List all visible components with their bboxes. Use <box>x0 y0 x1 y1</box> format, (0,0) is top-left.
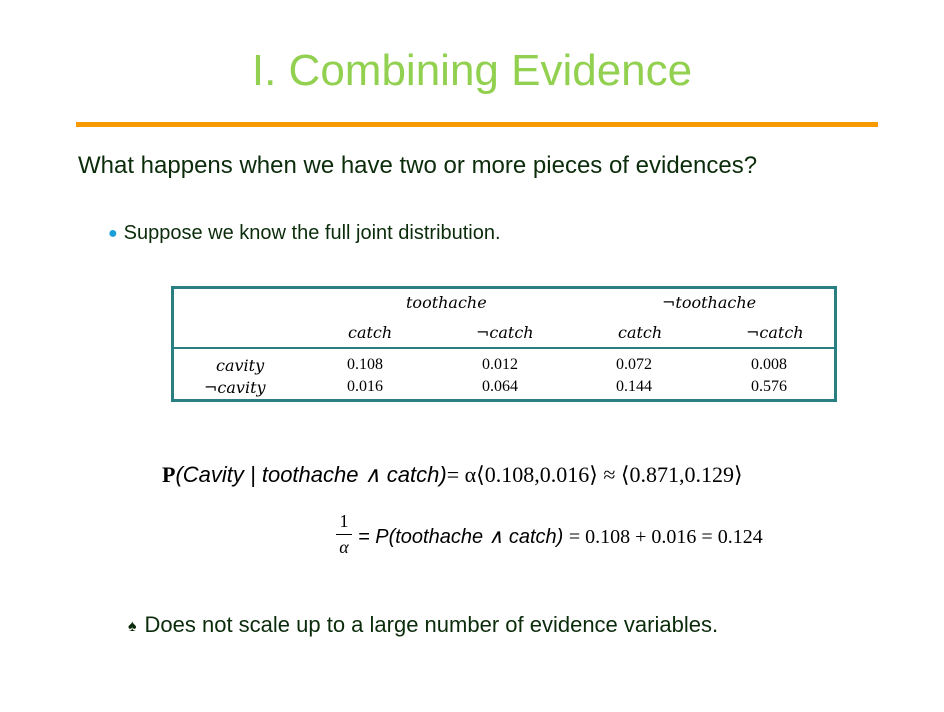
col-header-catch: catch <box>618 323 663 342</box>
table-cell: 0.016 <box>347 378 383 395</box>
col-header-catch: catch <box>348 323 393 342</box>
table-cell: 0.072 <box>616 356 652 373</box>
fraction-numerator: 1 <box>339 511 349 531</box>
equation2-lhs: = P(toothache ∧ catch) <box>358 526 564 548</box>
bullet-text: Suppose we know the full joint distribut… <box>123 222 501 244</box>
slide-title: I. Combining Evidence <box>251 46 693 95</box>
group-header-not-toothache: ¬toothache <box>662 293 757 312</box>
spade-icon: ♠ <box>128 618 137 635</box>
fraction-denominator: α <box>339 537 349 557</box>
equation-normalizer: = P(toothache ∧ catch) = 0.108 + 0.016 =… <box>358 524 763 549</box>
fraction-bar <box>336 534 352 535</box>
table-header-separator <box>174 347 834 349</box>
note-text: Does not scale up to a large number of e… <box>144 612 719 637</box>
table-cell: 0.008 <box>751 356 787 373</box>
col-header-not-catch: ¬catch <box>476 323 534 342</box>
joint-distribution-table: toothache ¬toothache catch ¬catch catch … <box>171 286 837 402</box>
table-cell: 0.144 <box>616 378 652 395</box>
equation2-rhs: = 0.108 + 0.016 = 0.124 <box>568 526 763 548</box>
equation-bold-p: P <box>162 462 176 487</box>
note-item: ♠ Does not scale up to a large number of … <box>128 612 718 638</box>
table-cell: 0.064 <box>482 378 518 395</box>
equation-posterior: P(Cavity | toothache ∧ catch)= α⟨0.108,0… <box>162 462 743 488</box>
table-cell: 0.012 <box>482 356 518 373</box>
fraction-one-over-alpha: 1 α <box>336 511 352 558</box>
bullet-item: ● Suppose we know the full joint distribu… <box>108 222 501 245</box>
row-label-not-cavity: ¬cavity <box>204 378 266 397</box>
table-cell: 0.108 <box>347 356 383 373</box>
question-text: What happens when we have two or more pi… <box>78 152 758 179</box>
equation-lhs: (Cavity | toothache ∧ catch) <box>175 462 447 487</box>
col-header-not-catch: ¬catch <box>746 323 804 342</box>
row-label-cavity: cavity <box>216 356 265 375</box>
bullet-dot-icon: ● <box>108 225 118 242</box>
title-underline <box>76 122 878 127</box>
equation-rhs: = α⟨0.108,0.016⟩ ≈ ⟨0.871,0.129⟩ <box>446 462 743 487</box>
group-header-toothache: toothache <box>406 293 487 312</box>
table-cell: 0.576 <box>751 378 787 395</box>
